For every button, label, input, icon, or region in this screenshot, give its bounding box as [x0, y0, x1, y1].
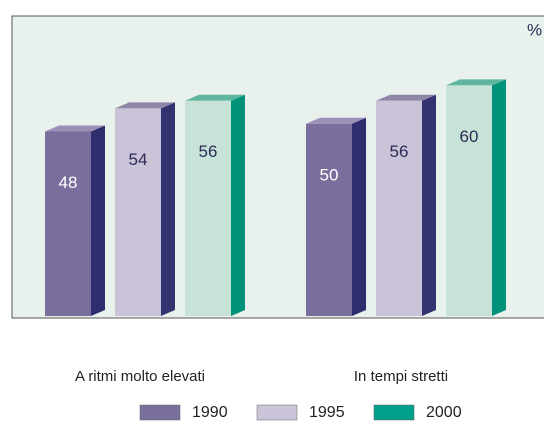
legend-swatch	[139, 404, 181, 421]
bar-side	[231, 94, 245, 317]
bar	[185, 100, 231, 317]
bar-side	[352, 117, 366, 316]
bar	[45, 131, 91, 316]
value-label: 50	[320, 165, 339, 184]
legend-swatch	[373, 404, 415, 421]
bar-top	[446, 79, 506, 86]
bar	[306, 123, 352, 316]
bar-top	[185, 94, 245, 101]
legend-label: 2000	[426, 404, 462, 421]
bar-top	[306, 117, 366, 124]
bar-top	[376, 94, 436, 101]
bar	[446, 85, 492, 316]
value-label: 56	[199, 142, 218, 161]
legend-swatch	[256, 404, 298, 421]
unit-label: %	[527, 20, 542, 39]
value-label: 60	[460, 127, 479, 146]
bar-top	[115, 102, 175, 109]
legend-label: 1990	[192, 404, 228, 421]
legend-label: 1995	[309, 404, 345, 421]
x-tick-label: In tempi stretti	[354, 368, 448, 385]
value-label: 56	[390, 142, 409, 161]
bar-side	[492, 79, 506, 316]
bar	[115, 108, 161, 316]
bar-side	[161, 102, 175, 316]
x-tick-label: A ritmi molto elevati	[75, 368, 205, 385]
bar-top	[45, 125, 105, 132]
value-label: 54	[129, 150, 148, 169]
value-label: 48	[59, 173, 78, 192]
bar-side	[422, 94, 436, 317]
bar	[376, 100, 422, 317]
bar-side	[91, 125, 105, 316]
